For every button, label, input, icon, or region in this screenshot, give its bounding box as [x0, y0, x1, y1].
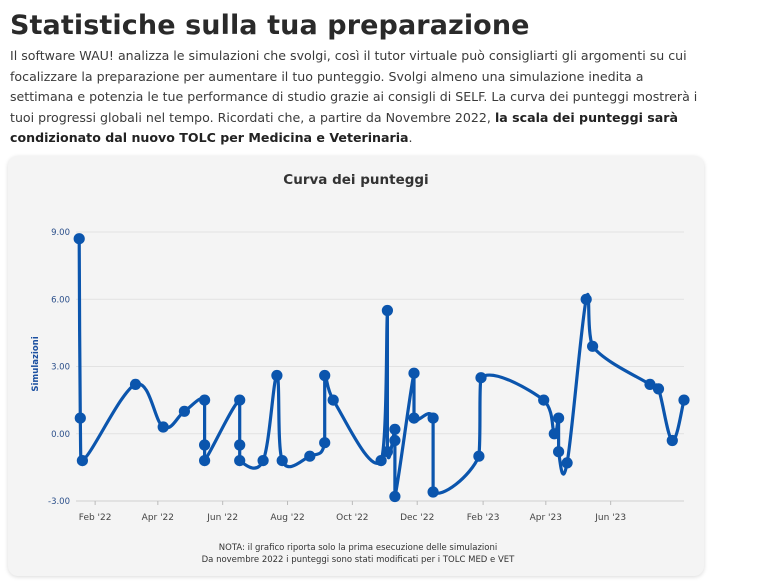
data-point[interactable]: [199, 455, 210, 466]
chart-note-2: Da novembre 2022 i punteggi sono stati m…: [202, 555, 516, 565]
data-point[interactable]: [562, 457, 573, 468]
data-point[interactable]: [319, 370, 330, 381]
y-tick-label: 9.00: [51, 228, 70, 238]
y-tick-label: 0.00: [51, 430, 70, 440]
data-point[interactable]: [653, 383, 664, 394]
data-point[interactable]: [179, 406, 190, 417]
y-axis-ticks: -3.00 0.00 3.00 6.00 9.00: [48, 228, 70, 507]
data-point[interactable]: [678, 395, 689, 406]
page-title: Statistiche sulla tua preparazione: [10, 10, 530, 41]
data-point[interactable]: [75, 413, 86, 424]
data-point[interactable]: [277, 455, 288, 466]
data-point[interactable]: [538, 395, 549, 406]
y-tick-label: 3.00: [51, 363, 70, 373]
x-tick-label: Jun '23: [594, 513, 626, 523]
data-point[interactable]: [389, 424, 400, 435]
data-point[interactable]: [549, 428, 560, 439]
data-point[interactable]: [130, 379, 141, 390]
data-point[interactable]: [234, 455, 245, 466]
y-tick-label: 6.00: [51, 295, 70, 305]
data-point[interactable]: [319, 437, 330, 448]
data-point[interactable]: [587, 341, 598, 352]
data-point[interactable]: [408, 368, 419, 379]
data-point[interactable]: [475, 372, 486, 383]
x-axis-ticks: Feb '22 Apr '22 Jun '22 Aug '22 Oct '22 Dec '…: [79, 501, 626, 523]
x-tick-label: Apr '23: [530, 513, 562, 523]
data-point[interactable]: [553, 446, 564, 457]
x-tick-label: Feb '23: [467, 513, 500, 523]
data-point[interactable]: [199, 395, 210, 406]
data-point[interactable]: [328, 395, 339, 406]
data-point[interactable]: [258, 455, 269, 466]
data-points: [74, 233, 690, 502]
score-chart: Curva dei punteggi -3.00 0.00 3.00 6.00 9.00…: [8, 156, 704, 576]
data-point[interactable]: [428, 486, 439, 497]
data-point[interactable]: [74, 233, 85, 244]
x-tick-label: Feb '22: [79, 513, 112, 523]
data-point[interactable]: [389, 435, 400, 446]
data-point[interactable]: [581, 294, 592, 305]
data-point[interactable]: [77, 455, 88, 466]
x-tick-label: Dec '22: [400, 513, 434, 523]
x-tick-label: Jun '22: [206, 513, 238, 523]
data-point[interactable]: [234, 395, 245, 406]
data-point[interactable]: [304, 451, 315, 462]
intro-paragraph: Il software WAU! analizza le simulazioni…: [10, 46, 710, 149]
data-point[interactable]: [553, 413, 564, 424]
chart-note-1: NOTA: il grafico riporta solo la prima e…: [219, 543, 497, 553]
data-point[interactable]: [382, 446, 393, 457]
data-point[interactable]: [158, 421, 169, 432]
x-tick-label: Oct '22: [336, 513, 368, 523]
chart-title: Curva dei punteggi: [283, 172, 428, 188]
data-point[interactable]: [389, 491, 400, 502]
y-axis-label: Simulazioni: [31, 336, 41, 391]
data-point[interactable]: [667, 435, 678, 446]
x-tick-label: Aug '22: [270, 513, 304, 523]
intro-end: .: [409, 130, 413, 145]
data-point[interactable]: [428, 413, 439, 424]
data-point[interactable]: [199, 439, 210, 450]
data-point[interactable]: [234, 439, 245, 450]
data-point[interactable]: [408, 413, 419, 424]
score-chart-card: Curva dei punteggi -3.00 0.00 3.00 6.00 9.00…: [8, 156, 704, 576]
data-point[interactable]: [271, 370, 282, 381]
y-tick-label: -3.00: [48, 497, 70, 507]
data-point[interactable]: [473, 451, 484, 462]
data-point[interactable]: [382, 305, 393, 316]
x-tick-label: Apr '22: [142, 513, 174, 523]
